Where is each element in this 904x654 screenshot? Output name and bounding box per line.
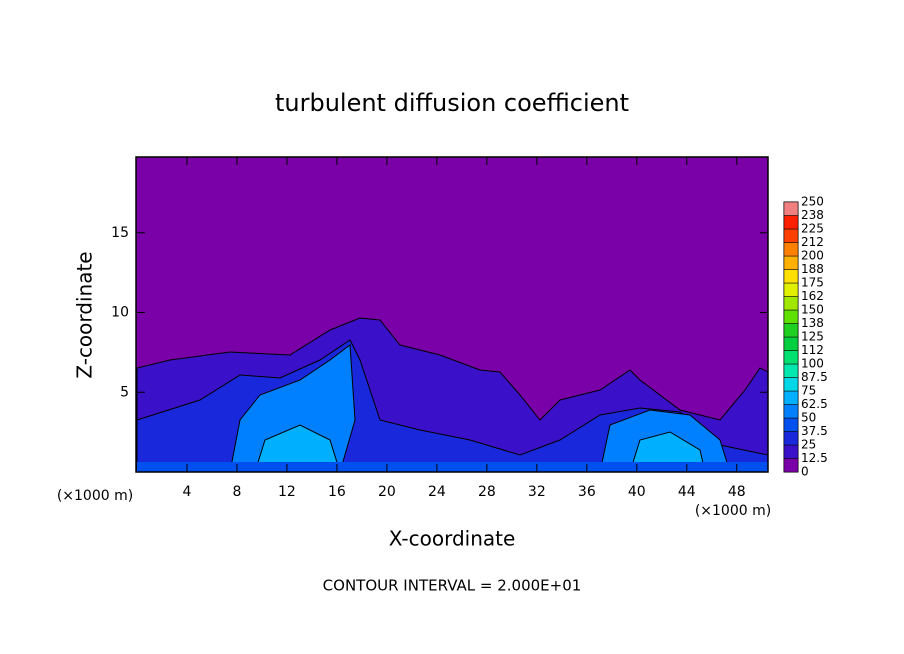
colorbar-band xyxy=(783,363,799,378)
colorbar-label: 0 xyxy=(801,465,809,479)
x-tick-label: 36 xyxy=(578,484,596,500)
x-tick-label: 8 xyxy=(232,484,241,500)
x-tick-label: 16 xyxy=(328,484,346,500)
x-tick-label: 12 xyxy=(278,484,296,500)
colorbar-band xyxy=(783,255,799,270)
plot-frame xyxy=(135,156,769,473)
colorbar-band xyxy=(783,336,799,351)
y-tick-label: 10 xyxy=(111,305,129,321)
colorbar-label: 125 xyxy=(801,330,824,344)
x-tick-label: 40 xyxy=(628,484,646,500)
colorbar-label: 188 xyxy=(801,262,824,276)
colorbar-label: 75 xyxy=(801,384,816,398)
colorbar-label: 225 xyxy=(801,222,824,236)
x-tick-label: 44 xyxy=(678,484,696,500)
x-tick-label: 20 xyxy=(378,484,396,500)
colorbar-band xyxy=(783,309,799,324)
colorbar-band xyxy=(783,390,799,405)
colorbar-label: 200 xyxy=(801,249,824,263)
x-unit: (×1000 m) xyxy=(57,488,133,504)
x-tick-label: 48 xyxy=(728,484,746,500)
colorbar-label: 100 xyxy=(801,357,824,371)
colorbar-label: 238 xyxy=(801,208,824,222)
field xyxy=(136,317,769,473)
x-axis-label: X-coordinate xyxy=(389,527,516,551)
colorbar-label: 250 xyxy=(801,195,824,209)
colorbar-label: 175 xyxy=(801,276,824,290)
colorbar-band xyxy=(783,417,799,432)
y-tick-label: 5 xyxy=(120,384,129,400)
colorbar-label: 12.5 xyxy=(801,451,828,465)
colorbar-band xyxy=(783,242,799,257)
chart-title: turbulent diffusion coefficient xyxy=(275,89,629,117)
colorbar-band xyxy=(783,404,799,419)
colorbar-band xyxy=(783,377,799,392)
colorbar-band xyxy=(783,215,799,230)
colorbar-label: 150 xyxy=(801,303,824,317)
colorbar-band xyxy=(783,431,799,446)
field-region xyxy=(137,462,768,472)
x-unit: (×1000 m) xyxy=(695,503,771,519)
colorbar-band xyxy=(783,269,799,284)
x-tick-label: 24 xyxy=(428,484,446,500)
colorbar-label: 212 xyxy=(801,235,824,249)
x-tick-label: 32 xyxy=(528,484,546,500)
colorbar-label: 25 xyxy=(801,438,816,452)
colorbar-band xyxy=(783,350,799,365)
colorbar-band xyxy=(783,296,799,311)
note: CONTOUR INTERVAL = 2.000E+01 xyxy=(323,577,582,595)
x-tick-label: 4 xyxy=(183,484,192,500)
colorbar-band xyxy=(783,458,799,473)
colorbar-label: 112 xyxy=(801,343,824,357)
colorbar-label: 162 xyxy=(801,289,824,303)
y-tick-label: 15 xyxy=(111,225,129,241)
colorbar-band xyxy=(783,201,799,216)
y-axis-label: Z-coordinate xyxy=(73,251,97,378)
colorbar-band xyxy=(783,282,799,297)
x-tick-label: 28 xyxy=(478,484,496,500)
colorbar-band xyxy=(783,228,799,243)
colorbar-label: 87.5 xyxy=(801,370,828,384)
colorbar-band xyxy=(783,444,799,459)
colorbar-label: 62.5 xyxy=(801,397,828,411)
colorbar-label: 50 xyxy=(801,411,816,425)
colorbar-label: 37.5 xyxy=(801,424,828,438)
colorbar-label: 138 xyxy=(801,316,824,330)
colorbar-band xyxy=(783,323,799,338)
